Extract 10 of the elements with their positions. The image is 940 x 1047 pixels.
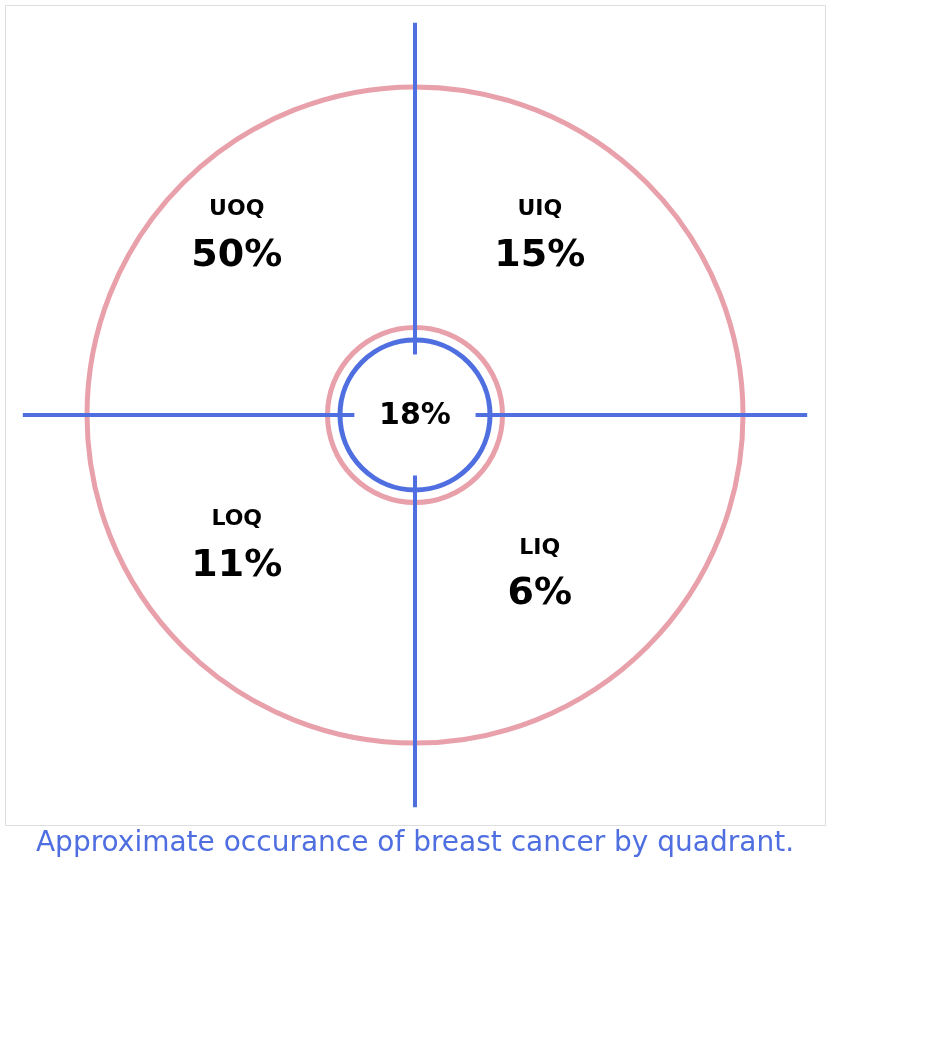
category-label: UIQ (517, 195, 563, 221)
category-label: LIQ (519, 533, 561, 559)
data-label: 15% (494, 230, 586, 275)
data-label: 6% (507, 569, 573, 614)
text: 18% (379, 396, 451, 431)
category-label: LOQ (211, 505, 263, 531)
data-label: 11% (191, 540, 283, 585)
data-label: 50% (191, 230, 283, 275)
text: Approximate occurance of breast cancer by quadrant. (35, 825, 795, 858)
category-label: UOQ (209, 195, 265, 221)
